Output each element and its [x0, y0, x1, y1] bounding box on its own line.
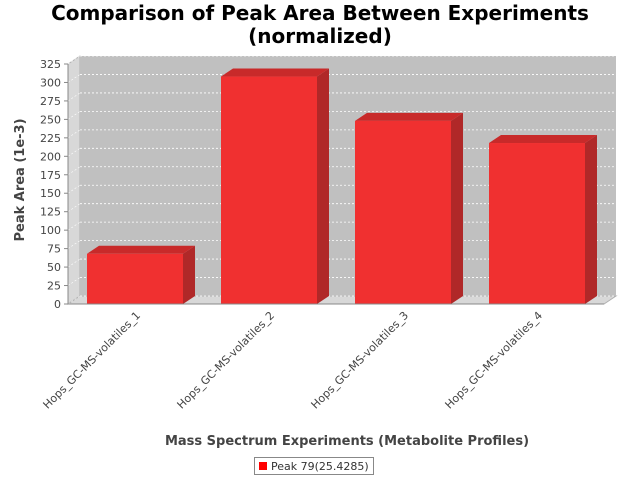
y-tick-label: 100	[40, 224, 61, 237]
grid-line-wall	[67, 240, 81, 249]
legend-label: Peak 79(25.4285)	[271, 459, 369, 473]
y-tick-label: 225	[40, 132, 61, 145]
grid-line-wall	[67, 55, 81, 65]
legend: Peak 79(25.4285)	[254, 457, 374, 475]
grid-line-wall	[67, 258, 81, 268]
grid-line-wall	[67, 221, 81, 231]
y-tick-label: 50	[47, 261, 61, 274]
bar-top	[221, 68, 329, 77]
grid-line-wall	[67, 74, 81, 83]
bar-front	[489, 143, 585, 304]
x-tick-label: Hops_GC-MS-volatiles_1	[41, 309, 144, 412]
grid-line-wall	[67, 92, 81, 102]
y-tick-label: 175	[40, 169, 61, 182]
y-tick-label: 325	[40, 58, 61, 71]
bar	[355, 112, 463, 304]
bar	[87, 245, 195, 304]
bar-side	[451, 112, 463, 304]
bar-top	[87, 245, 195, 254]
legend-swatch	[259, 462, 267, 470]
y-tick-label: 275	[40, 95, 61, 108]
x-tick-label: Hops_GC-MS-volatiles_2	[175, 309, 278, 412]
grid-line-wall	[67, 277, 81, 286]
chart-title: Comparison of Peak Area Between Experime…	[0, 2, 640, 48]
chart-title-line-1: Comparison of Peak Area Between Experime…	[51, 1, 589, 25]
plot-left-wall	[67, 55, 81, 305]
bar	[489, 135, 597, 304]
grid-line-wall	[67, 129, 81, 139]
grid-line-wall	[67, 295, 81, 305]
y-tick-label: 75	[47, 243, 61, 256]
bar-side	[317, 68, 329, 304]
grid-line-wall	[67, 111, 81, 120]
y-tick-label: 0	[54, 298, 61, 311]
y-axis: 0 25 50 75 100 125 150 175 200 225 250 275 300 325	[40, 58, 69, 311]
bar-side	[183, 245, 195, 304]
y-axis-title: Peak Area (1e-3)	[13, 118, 28, 241]
bar-top	[489, 135, 597, 144]
bar-front	[87, 253, 183, 304]
bar-front	[221, 76, 317, 304]
x-axis: Hops_GC-MS-volatiles_1 Hops_GC-MS-volatil…	[41, 303, 604, 412]
bar-side	[585, 135, 597, 304]
x-axis-title: Mass Spectrum Experiments (Metabolite Pr…	[165, 434, 529, 449]
grid-line-wall	[67, 148, 81, 157]
bar-front	[355, 120, 451, 304]
bar	[221, 68, 329, 304]
x-tick-label: Hops_GC-MS-volatiles_3	[309, 309, 412, 412]
grid-line-wall	[67, 203, 81, 212]
y-tick-label: 300	[40, 76, 61, 89]
bars	[87, 68, 597, 304]
x-tick-label: Hops_GC-MS-volatiles_4	[443, 309, 546, 412]
y-tick-label: 25	[47, 280, 61, 293]
grid-line-wall	[67, 166, 81, 176]
chart-title-line-2: (normalized)	[248, 24, 392, 48]
y-tick-label: 250	[40, 113, 61, 126]
grid-line-wall	[67, 184, 81, 194]
y-tick-label: 200	[40, 150, 61, 163]
y-tick-label: 125	[40, 206, 61, 219]
bar-top	[355, 112, 463, 121]
y-tick-label: 150	[40, 187, 61, 200]
